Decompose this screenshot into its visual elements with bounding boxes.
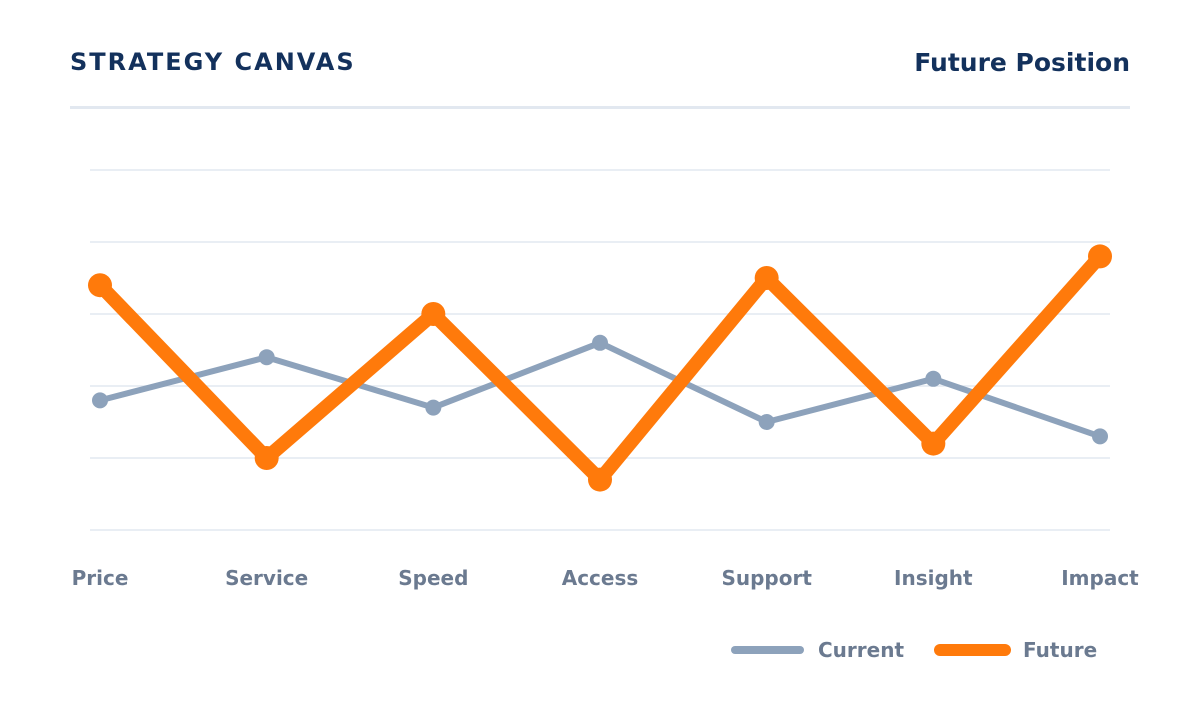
current-point-price [92,392,108,409]
current-point-speed [425,399,442,416]
current-point-support [758,414,775,430]
x-tick-label: Support [721,566,812,590]
chart-header: STRATEGY CANVAS Future Position [70,48,1130,108]
x-tick-label: Service [225,566,308,590]
series-lines [93,249,1107,490]
future-point-speed [421,302,446,326]
current-point-insight [925,370,942,387]
x-tick-label: Speed [398,566,468,590]
header-divider [70,106,1130,109]
future-point-service [254,446,279,470]
gridlines [90,169,1110,531]
x-tick-label: Access [562,566,639,590]
x-tick-label: Price [72,566,129,590]
x-tick-label: Impact [1061,566,1139,590]
current-point-impact [1092,428,1108,445]
legend-label-current: Current [818,638,904,662]
future-point-access [588,467,612,492]
future-point-impact [1088,244,1112,269]
legend-label-future: Future [1023,638,1097,662]
current-point-access [592,334,608,351]
future-series-line [93,249,1107,490]
series-points [88,244,1112,492]
current-point-service [258,349,275,366]
future-point-insight [921,431,946,456]
future-point-support [754,266,779,290]
chart-subtitle: Future Position [914,48,1130,77]
x-axis-tick-labels: Price Service Speed Access Support Insight Imp… [72,566,1140,590]
legend: Current Future [731,638,1097,662]
x-tick-label: Insight [894,566,973,590]
chart-title: STRATEGY CANVAS [70,48,356,76]
future-point-price [88,273,112,298]
